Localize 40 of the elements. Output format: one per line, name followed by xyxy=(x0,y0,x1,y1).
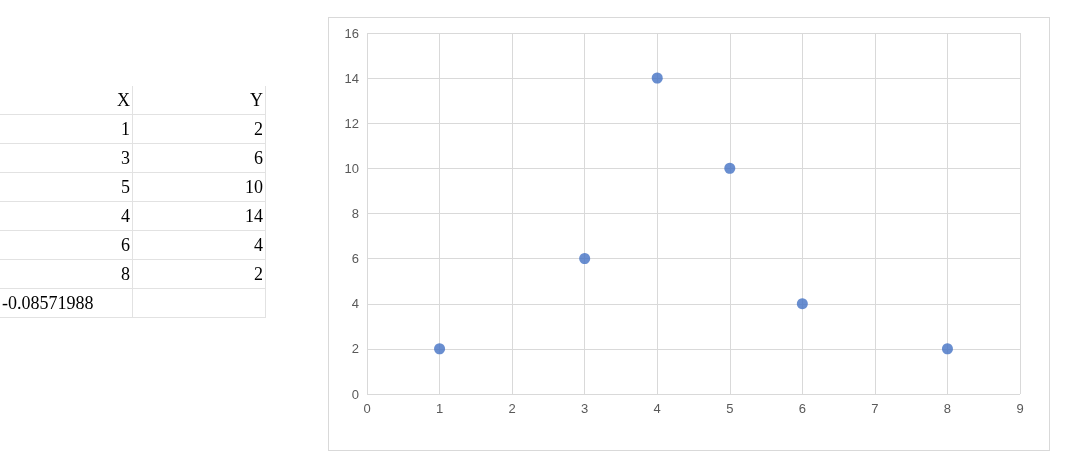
text: 2 xyxy=(132,259,266,289)
x-tick-label: 8 xyxy=(943,401,952,416)
text: 8 xyxy=(0,259,133,289)
text: 2 xyxy=(132,114,266,144)
text: -0.08571988 xyxy=(0,288,133,318)
text: X xyxy=(0,86,133,115)
y-tick-label: 6 xyxy=(351,251,359,267)
x-tick-label: 0 xyxy=(363,401,371,416)
text: 4 xyxy=(0,201,133,231)
text: 3 xyxy=(0,143,133,173)
point xyxy=(651,72,663,84)
text: 6 xyxy=(0,230,133,260)
text: 5 xyxy=(0,172,133,202)
x-tick-label: 1 xyxy=(435,401,444,416)
text: Y xyxy=(132,86,266,115)
y-tick-label: 2 xyxy=(351,341,359,357)
point xyxy=(579,253,591,265)
point xyxy=(941,343,953,355)
y-tick-label: 16 xyxy=(344,25,359,41)
y-tick-label: 12 xyxy=(344,115,359,131)
x-tick-label: 7 xyxy=(871,401,879,416)
point xyxy=(724,162,736,174)
point xyxy=(796,298,808,310)
x-tick-label: 5 xyxy=(726,401,734,416)
y-tick-label: 8 xyxy=(351,206,359,221)
text: 10 xyxy=(132,172,266,202)
x-tick-label: 6 xyxy=(798,401,806,416)
y-tick-label: 0 xyxy=(351,386,359,402)
y-tick-label: 10 xyxy=(344,160,359,176)
y-tick-label: 4 xyxy=(351,296,359,312)
x-tick-label: 9 xyxy=(1016,401,1024,416)
text: 1 xyxy=(0,114,133,144)
text: 4 xyxy=(132,230,266,260)
point xyxy=(434,343,446,355)
x-tick-label: 2 xyxy=(508,401,516,416)
text: 6 xyxy=(132,143,266,173)
text: 14 xyxy=(132,201,266,231)
x-tick-label: 4 xyxy=(653,401,661,416)
y-tick-label: 14 xyxy=(344,70,359,86)
x-tick-label: 3 xyxy=(581,401,589,416)
